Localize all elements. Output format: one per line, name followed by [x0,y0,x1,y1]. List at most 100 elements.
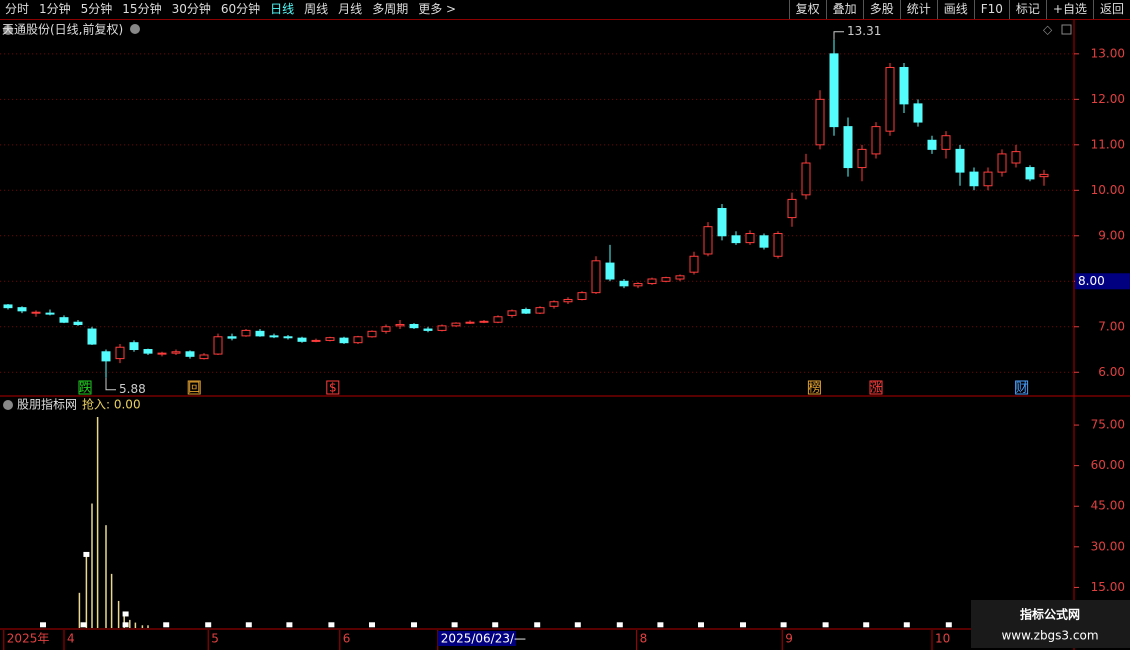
event-box [1015,380,1029,395]
date-label: 8 [640,632,648,646]
marker [122,611,129,617]
candle-body [829,53,839,128]
title-icon [3,400,13,410]
candle-body [871,126,881,155]
toolbar-button[interactable]: 返回 [1092,0,1130,19]
event-label: 回 [188,381,200,395]
toolbar-button[interactable]: +自选 [1045,0,1093,19]
candle-body [325,337,335,341]
annotation-arrow [105,377,116,391]
event-label: 涨 [870,380,882,395]
marker [945,622,952,628]
candle-body [759,235,769,248]
candle-body [941,135,951,150]
marker [83,551,90,557]
toolbar-button[interactable]: 统计 [899,0,937,19]
toolbar-button[interactable]: 30分钟 [171,2,211,16]
candle-body [647,278,657,285]
marker [903,622,910,628]
event-box [869,380,883,395]
toolbar-button[interactable]: 月线 [338,2,363,16]
annotation: 13.31 [847,24,881,38]
candle-body [45,312,55,315]
candle-body [73,321,83,325]
candle-body [493,316,503,323]
candle-body [885,66,895,132]
candle-body [983,171,993,187]
toolbar-button[interactable]: 分时 [5,2,30,16]
candle-body [731,235,741,244]
candle-body [283,336,293,339]
candle-body [269,335,279,338]
watermark-box [971,600,1130,648]
candle-body [367,330,377,338]
toolbar-button[interactable]: 多股 [862,0,900,19]
candle-body [353,336,363,344]
title-icon [3,25,13,35]
toolbar-button[interactable]: 1分钟 [39,2,71,16]
candle-body [17,307,27,312]
candle-body [199,354,209,360]
toolbar-button[interactable]: 日线 [270,2,295,16]
toolbar-button[interactable]: 复权 [788,0,826,19]
candle-body [213,336,223,355]
event-box [807,380,821,395]
date-label: 6 [343,632,351,646]
marker [205,622,212,628]
candle-body [101,351,111,362]
candle-body [143,349,153,354]
marker [451,622,458,628]
candle-body [661,277,671,282]
event-box [78,380,92,395]
toolbar-button[interactable]: 周线 [304,2,329,16]
date-label: 5 [211,632,219,646]
toolbar-button[interactable]: 叠加 [825,0,863,19]
candle-body [395,323,405,327]
chart-title: 天通股份(日线,前复权) [2,22,123,37]
y-tick-label: 15.00 [1091,580,1125,594]
event-label: 财 [1016,381,1028,395]
toolbar-button[interactable]: 60分钟 [220,2,261,16]
toolbar-button[interactable]: 更多 > [418,2,457,16]
candle-body [605,262,615,280]
toolbar-button[interactable]: 15分钟 [122,2,162,16]
candle-body [591,260,601,294]
candle-body [185,351,195,357]
candle-body [31,311,41,314]
candle-body [227,336,237,339]
candle-body [997,153,1007,173]
candle-body [633,283,643,287]
candle-body [857,148,867,169]
toolbar-button[interactable]: 多周期 [372,2,409,16]
toolbar-button[interactable]: 5分钟 [80,2,113,16]
toolbar-button[interactable]: 画线 [936,0,974,19]
candle-body [955,148,965,173]
date-label: 2025/06/23/— [441,632,526,646]
candle-body [1039,173,1049,178]
toolbar-button[interactable]: 标记 [1008,0,1046,19]
candle-body [969,171,979,187]
candle-body [241,329,251,337]
candle-body [577,292,587,300]
candle-body [451,322,461,327]
event-label: $ [329,381,337,395]
price-tag [1075,273,1130,290]
candle-body [689,255,699,273]
toolbar-button[interactable]: F10 [973,0,1009,19]
date-label: 9 [785,632,793,646]
y-tick-label: 6.00 [1098,365,1125,379]
y-tick-label: 12.00 [1091,92,1125,106]
y-tick-label: 30.00 [1091,539,1125,553]
marker [616,622,623,628]
candle-body [1025,167,1035,180]
annotation-arrow [833,31,844,40]
candle-body [255,330,265,337]
y-tick-label: 60.00 [1091,458,1125,472]
candle-body [703,226,713,255]
date-label: 2025年 [7,632,50,646]
marker [411,622,417,628]
candle-body [1011,151,1021,164]
y-tick-label: 11.00 [1091,137,1125,151]
indicator-title: 股朋指标网 [17,397,77,412]
